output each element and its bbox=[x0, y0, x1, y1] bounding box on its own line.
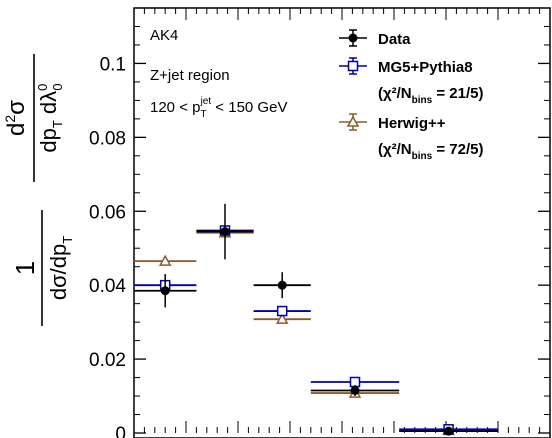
data-point bbox=[444, 426, 454, 436]
y-tick-label: 0.1 bbox=[100, 54, 126, 75]
data-point bbox=[160, 286, 170, 296]
annotation-pt-range: 120 < pTjet < 150 GeV bbox=[150, 96, 287, 120]
y-tick-label: 0.06 bbox=[89, 202, 126, 223]
data-point bbox=[158, 254, 172, 266]
legend-label-mg5: MG5+Pythia8 bbox=[378, 59, 473, 76]
legend: Data MG5+Pythia8 (χ²/Nbins = 21/5) Herwi… bbox=[339, 29, 484, 162]
y-title-top: d2σ bbox=[2, 100, 30, 136]
data-point bbox=[275, 312, 289, 324]
y-axis-title: d2σ dpT dλ00 bbox=[2, 54, 65, 182]
annotation-region: Z+jet region bbox=[150, 67, 230, 84]
legend-chi2-mg5: (χ²/Nbins = 21/5) bbox=[378, 85, 484, 106]
y-tick-label: 0 bbox=[115, 424, 126, 438]
series-herwig- bbox=[134, 226, 498, 436]
y-tick-label: 0.02 bbox=[89, 350, 126, 371]
data-point bbox=[276, 305, 288, 317]
series-data bbox=[134, 203, 498, 436]
legend-entry-mg5: MG5+Pythia8 (χ²/Nbins = 21/5) bbox=[339, 57, 484, 106]
data-point bbox=[350, 386, 360, 395]
legend-entry-data: Data bbox=[339, 29, 411, 48]
y-title-bottom: dpT dλ00 bbox=[35, 83, 65, 152]
data-point bbox=[277, 280, 287, 290]
legend-label-herwig: Herwig++ bbox=[378, 115, 446, 132]
y-tick-labels: 0 0.02 0.04 0.06 0.08 0.1 bbox=[89, 54, 126, 438]
series-layer bbox=[134, 203, 498, 436]
annotation-ak4: AK4 bbox=[150, 27, 178, 44]
legend-label-data: Data bbox=[378, 31, 411, 48]
legend-chi2-herwig: (χ²/Nbins = 72/5) bbox=[378, 141, 484, 162]
y-title-prefix-bottom: dσ/dpT bbox=[46, 236, 75, 300]
y-title-prefix-top: 1 bbox=[10, 261, 40, 275]
y-tick-label: 0.08 bbox=[89, 128, 126, 149]
data-point bbox=[220, 227, 230, 237]
series-mg5-pythia8 bbox=[134, 225, 498, 435]
legend-entry-herwig: Herwig++ (χ²/Nbins = 72/5) bbox=[339, 113, 484, 162]
y-axis-title-prefix: 1 dσ/dpT bbox=[10, 210, 75, 326]
y-tick-label: 0.04 bbox=[89, 276, 126, 297]
